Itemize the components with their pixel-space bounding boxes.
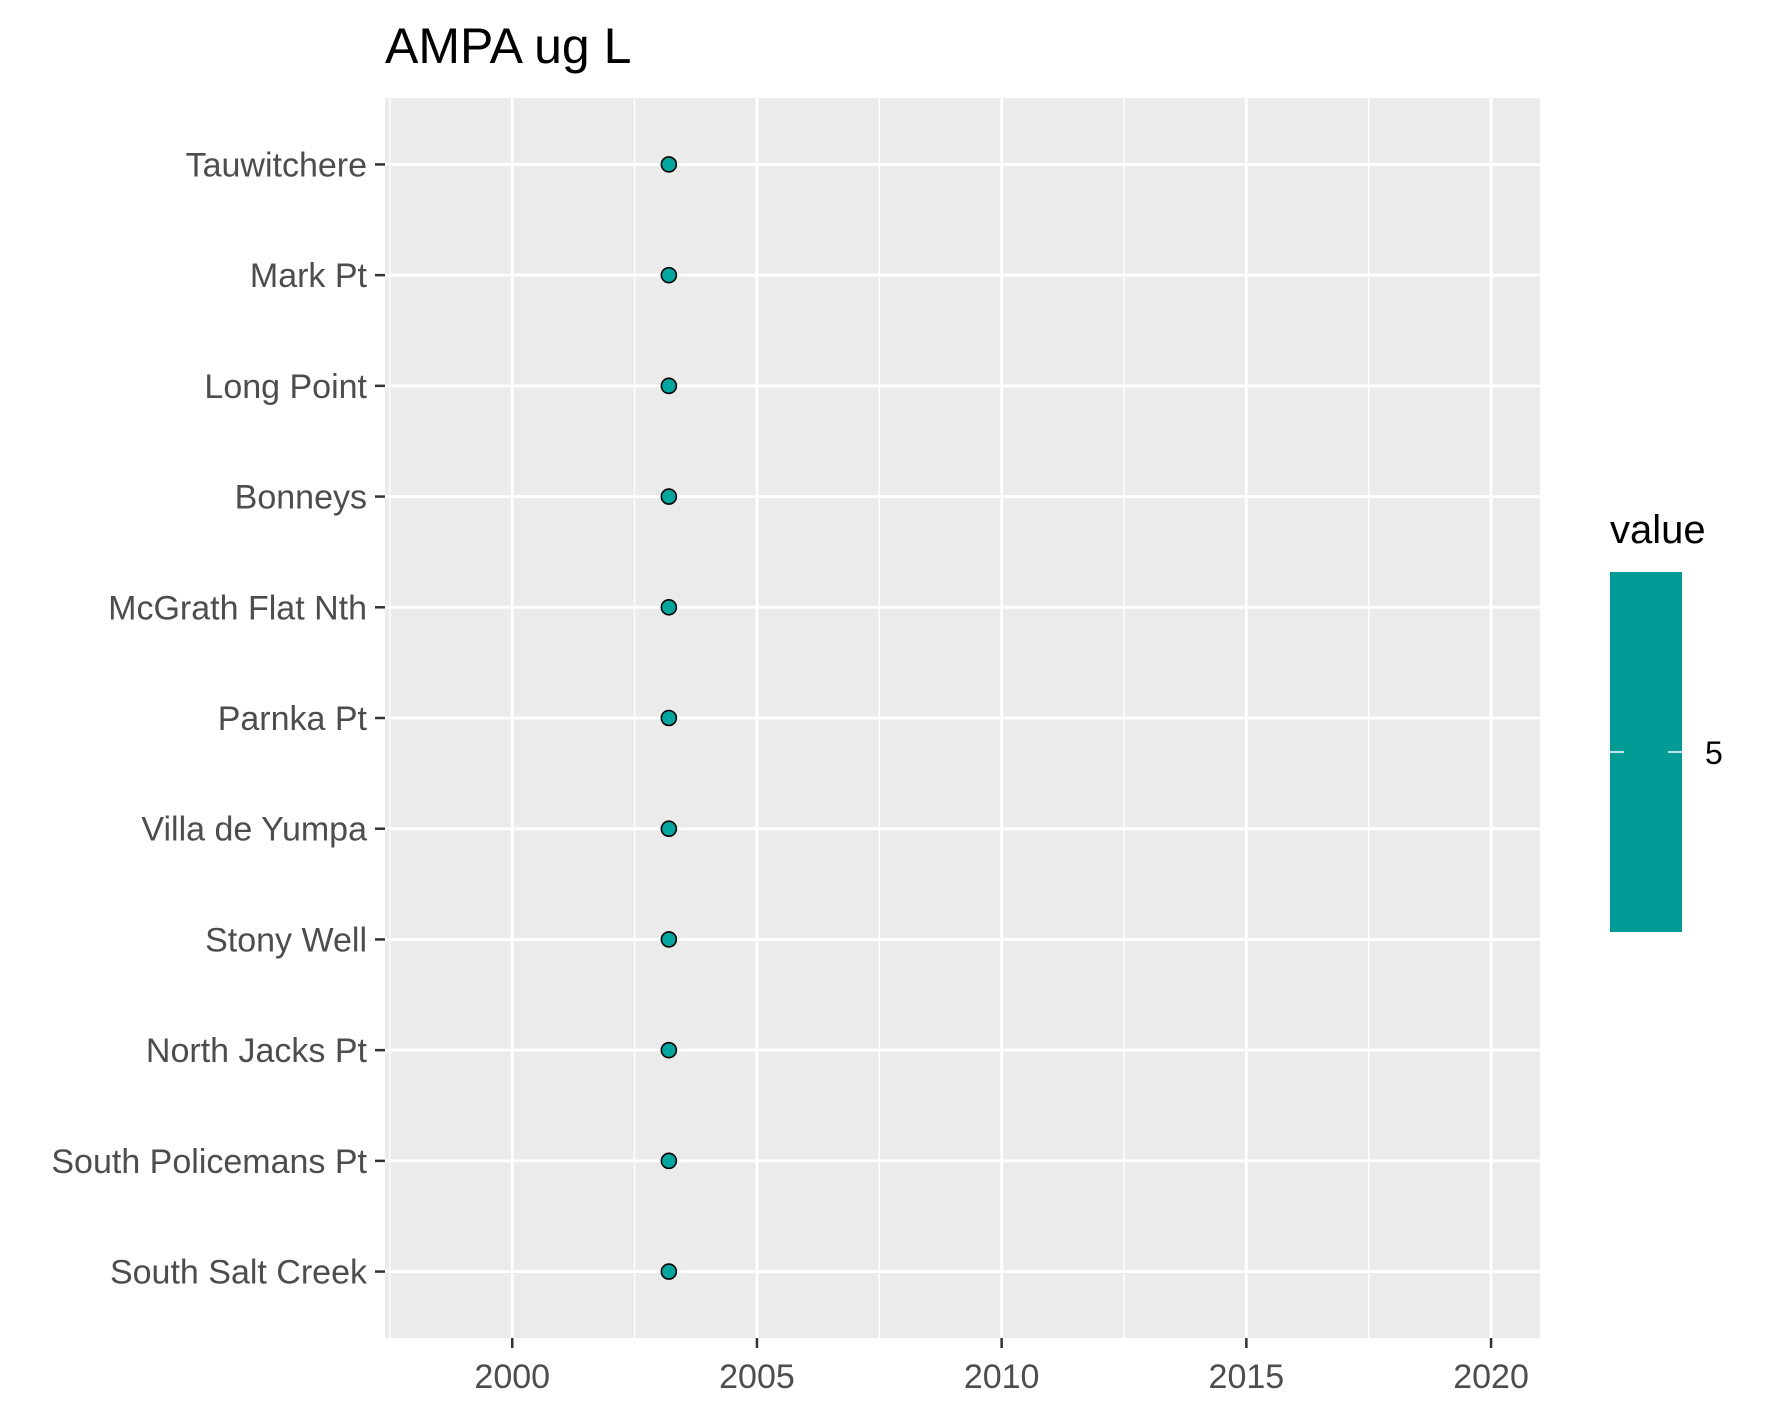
chart-title: AMPA ug L [385,18,631,74]
data-point [660,1152,678,1170]
data-points [660,156,678,1280]
legend-title: value [1610,508,1706,552]
y-tick-label: North Jacks Pt [146,1032,368,1070]
data-point [660,931,678,948]
x-tick-label: 2010 [964,1358,1040,1396]
data-point [660,1263,678,1280]
data-point [660,377,678,395]
y-tick-label: Long Point [204,368,367,406]
data-point [660,488,678,505]
x-tick-label: 2005 [719,1358,795,1396]
y-tick-label: South Salt Creek [110,1254,368,1292]
y-tick-label: Tauwitchere [186,146,367,184]
y-tick-label: Villa de Yumpa [141,811,367,849]
y-tick-label: Parnka Pt [218,700,368,738]
data-point [660,820,678,838]
y-tick-label: Mark Pt [250,257,368,295]
axes: 2000 2005 2010 2015 2020 Tauwitchere Mark Pt Lo… [51,146,1529,1396]
data-point [660,598,678,616]
x-tick-label: 2000 [474,1358,550,1396]
y-tick-label: Bonneys [235,479,367,517]
legend-label: 5 [1705,735,1723,771]
data-point [660,1041,678,1059]
data-point [660,156,678,173]
x-tick-label: 2020 [1453,1358,1529,1396]
x-tick-label: 2015 [1209,1358,1285,1396]
y-tick-label: McGrath Flat Nth [108,589,367,627]
data-point [660,709,678,727]
grid-lines [385,98,1540,1338]
y-tick-label: South Policemans Pt [51,1143,367,1181]
legend: value 5 [1610,508,1723,932]
y-tick-label: Stony Well [205,921,367,959]
data-point [660,266,678,284]
